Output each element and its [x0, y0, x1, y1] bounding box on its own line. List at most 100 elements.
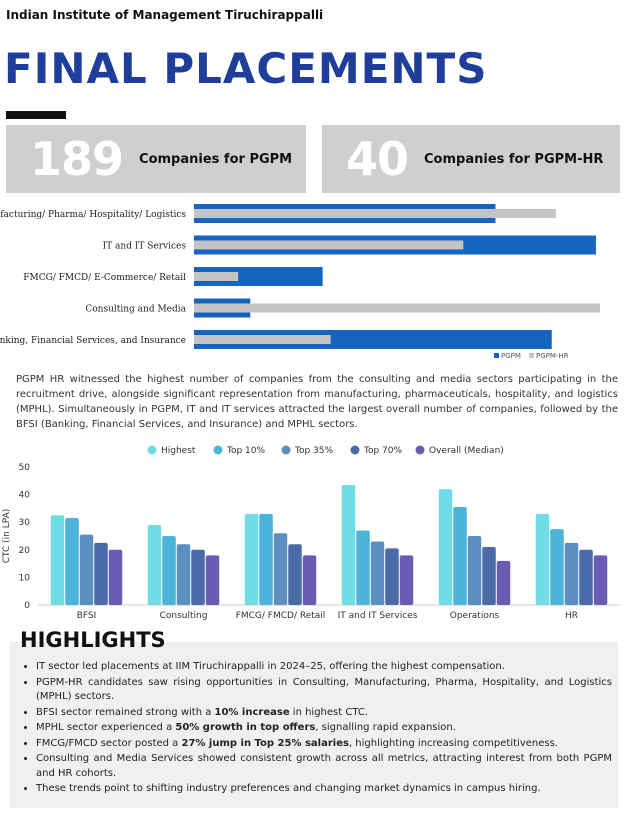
y-tick-label: 40	[19, 491, 31, 501]
stat-card-pgpm: 189 Companies for PGPM	[6, 125, 306, 193]
category-label: Manufacturing/ Pharma/ Hospitality/ Logi…	[0, 210, 186, 220]
bar-pgpm	[194, 330, 552, 349]
highlight-text: MPHL sector experienced a	[36, 722, 176, 733]
legend-label-pgpm: PGPM	[501, 352, 521, 360]
y-axis-label: CTC (in LPA)	[2, 509, 12, 564]
column-bar	[535, 513, 550, 605]
y-tick-label: 20	[19, 546, 31, 556]
highlight-item: FMCG/FMCD sector posted a 27% jump in To…	[36, 737, 612, 752]
category-label: HR	[565, 611, 578, 621]
legend-label: Overall (Median)	[429, 446, 504, 456]
highlights-panel	[10, 642, 618, 808]
legend-marker	[147, 445, 157, 455]
y-tick-label: 50	[19, 463, 31, 473]
category-label: Operations	[450, 611, 500, 621]
column-bar	[205, 555, 220, 605]
column-bar	[438, 489, 453, 605]
category-label: IT and IT Services	[103, 242, 187, 252]
highlights-list: IT sector led placements at IIM Tiruchir…	[20, 660, 612, 798]
column-bar	[550, 529, 564, 605]
column-bar	[385, 548, 399, 605]
column-bar	[176, 544, 191, 605]
column-bar	[302, 555, 317, 605]
column-bar	[244, 513, 259, 605]
column-bar	[496, 560, 511, 605]
highlight-text: , highlighting increasing competitivenes…	[348, 737, 558, 749]
column-bar	[370, 541, 385, 605]
legend-swatch-pgpm	[494, 353, 499, 358]
highlight-emphasis: 10% increase	[214, 706, 290, 718]
highlight-text: , signalling rapid expansion.	[315, 722, 456, 733]
category-label: FMCG/ FMCD/ E-Commerce/ Retail	[23, 273, 186, 283]
highlight-item: These trends point to shifting industry …	[36, 782, 612, 797]
column-bar	[147, 524, 162, 605]
bar-pgpm-hr	[194, 240, 464, 250]
highlight-item: IT sector led placements at IIM Tiruchir…	[36, 660, 612, 675]
column-bar	[593, 555, 608, 605]
highlight-item: PGPM-HR candidates saw rising opportunit…	[36, 676, 612, 705]
column-bar	[467, 536, 482, 605]
page-title: FINAL PLACEMENTS	[4, 44, 488, 93]
bar-pgpm-hr	[194, 272, 239, 281]
highlight-text: IT sector led placements at IIM Tiruchir…	[36, 661, 505, 672]
bar-pgpm-hr	[194, 335, 331, 344]
companies-bar-chart: Manufacturing/ Pharma/ Hospitality/ Logi…	[0, 204, 600, 360]
highlight-text: in highest CTC.	[289, 706, 369, 718]
legend-marker	[281, 445, 291, 455]
highlight-text: PGPM-HR candidates saw rising opportunit…	[36, 676, 612, 703]
legend-marker	[415, 445, 425, 455]
stat-card-pgpm-hr: 40 Companies for PGPM-HR	[322, 125, 620, 193]
column-bar	[65, 518, 79, 605]
column-bar	[94, 542, 108, 605]
legend-label: Top 10%	[226, 446, 266, 456]
bar-pgpm-hr	[194, 209, 556, 218]
highlight-text: BFSI sector remained strong with a	[36, 706, 215, 718]
legend-marker	[350, 445, 360, 455]
title-underline	[6, 111, 66, 119]
legend-label: Highest	[161, 446, 196, 456]
highlight-text: These trends point to shifting industry …	[36, 783, 541, 794]
category-label: Consulting	[160, 611, 208, 621]
column-bar	[50, 515, 65, 605]
column-bar	[356, 530, 370, 605]
highlight-text: Consulting and Media Services showed con…	[36, 753, 612, 779]
highlight-emphasis: 50% growth in top offers	[175, 722, 316, 733]
column-bar	[482, 547, 496, 605]
column-bar	[162, 536, 176, 605]
legend-marker	[213, 445, 223, 455]
category-label: BFSI	[77, 611, 97, 621]
column-bar	[341, 484, 356, 605]
column-bar	[191, 549, 205, 605]
bar-pgpm	[194, 267, 323, 286]
category-label: Banking, Financial Services, and Insuran…	[0, 336, 186, 346]
column-bar	[273, 533, 288, 605]
column-bar	[399, 555, 414, 605]
highlights-title: HIGHLIGHTS	[20, 628, 166, 652]
highlight-item: Consulting and Media Services showed con…	[36, 752, 612, 781]
column-bar	[579, 549, 593, 605]
ctc-column-chart: Highest Top 10% Top 35% Top 70% Overall (Med…	[2, 445, 620, 621]
stat-label-pgpm: Companies for PGPM	[139, 151, 293, 167]
highlight-item: MPHL sector experienced a 50% growth in …	[36, 721, 612, 736]
bar-pgpm-hr	[194, 303, 600, 313]
y-tick-label: 10	[19, 573, 31, 583]
highlight-item: BFSI sector remained strong with a 10% i…	[36, 706, 612, 721]
legend-label-pgpm-hr: PGPM-HR	[536, 352, 569, 360]
category-label: IT and IT Services	[338, 611, 418, 621]
category-label: FMCG/ FMCD/ Retail	[236, 611, 326, 621]
legend-label: Top 70%	[363, 446, 403, 456]
description-text: PGPM HR witnessed the highest number of …	[16, 374, 618, 430]
column-bar	[564, 542, 579, 605]
stat-number-pgpm-hr: 40	[346, 132, 409, 186]
y-tick-label: 0	[24, 601, 30, 611]
legend-label: Top 35%	[294, 446, 334, 456]
column-bar	[108, 549, 123, 605]
highlight-text: FMCG/FMCD sector posted a	[36, 737, 182, 749]
column-bar	[453, 507, 467, 605]
legend-swatch-pgpm-hr	[529, 353, 534, 358]
stat-label-pgpm-hr: Companies for PGPM-HR	[424, 151, 604, 167]
institute-name: Indian Institute of Management Tiruchira…	[6, 8, 324, 22]
stat-number-pgpm: 189	[30, 132, 124, 186]
y-tick-label: 30	[19, 518, 31, 528]
highlight-emphasis: 27% jump in Top 25% salaries	[181, 737, 349, 749]
